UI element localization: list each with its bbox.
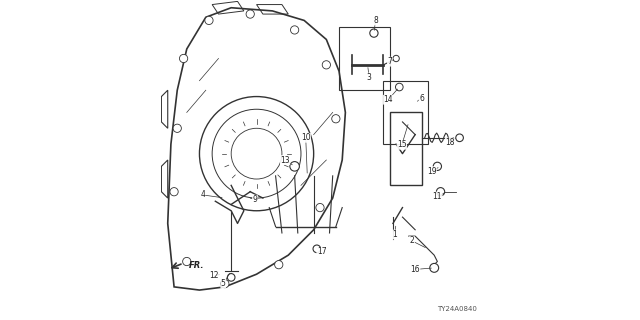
- Circle shape: [290, 162, 300, 171]
- Circle shape: [205, 16, 213, 25]
- Circle shape: [170, 188, 178, 196]
- Circle shape: [275, 260, 283, 269]
- Text: FR.: FR.: [188, 261, 204, 270]
- Text: 16: 16: [410, 265, 420, 274]
- Text: 6: 6: [419, 94, 424, 103]
- Circle shape: [291, 26, 299, 34]
- Text: 1: 1: [392, 230, 397, 239]
- Circle shape: [182, 257, 191, 266]
- Circle shape: [370, 29, 378, 37]
- Circle shape: [227, 274, 235, 281]
- Circle shape: [429, 263, 438, 272]
- Text: 2: 2: [410, 236, 414, 245]
- Text: 7: 7: [387, 57, 392, 66]
- Circle shape: [322, 61, 330, 69]
- Circle shape: [316, 204, 324, 212]
- Text: 9: 9: [253, 195, 257, 204]
- Circle shape: [221, 280, 229, 288]
- Text: 12: 12: [209, 271, 218, 280]
- Text: 13: 13: [280, 156, 290, 164]
- Text: TY24A0840: TY24A0840: [437, 306, 477, 312]
- Circle shape: [332, 115, 340, 123]
- Text: 15: 15: [397, 140, 406, 149]
- Bar: [383, 81, 428, 144]
- Circle shape: [173, 124, 181, 132]
- Circle shape: [246, 10, 254, 18]
- Circle shape: [433, 162, 442, 171]
- Text: 10: 10: [301, 133, 310, 142]
- Text: 14: 14: [383, 95, 393, 104]
- Text: 18: 18: [445, 138, 455, 147]
- Circle shape: [436, 188, 445, 196]
- Text: 8: 8: [373, 16, 378, 25]
- Text: 4: 4: [200, 190, 205, 199]
- Text: 5: 5: [221, 279, 226, 288]
- Text: 3: 3: [367, 73, 372, 82]
- Text: 17: 17: [317, 247, 326, 257]
- Circle shape: [393, 55, 399, 62]
- Circle shape: [396, 83, 403, 91]
- Bar: [339, 27, 390, 90]
- Circle shape: [313, 245, 321, 252]
- Text: 11: 11: [433, 192, 442, 201]
- Circle shape: [456, 134, 463, 142]
- Text: 19: 19: [427, 167, 436, 176]
- Circle shape: [179, 54, 188, 63]
